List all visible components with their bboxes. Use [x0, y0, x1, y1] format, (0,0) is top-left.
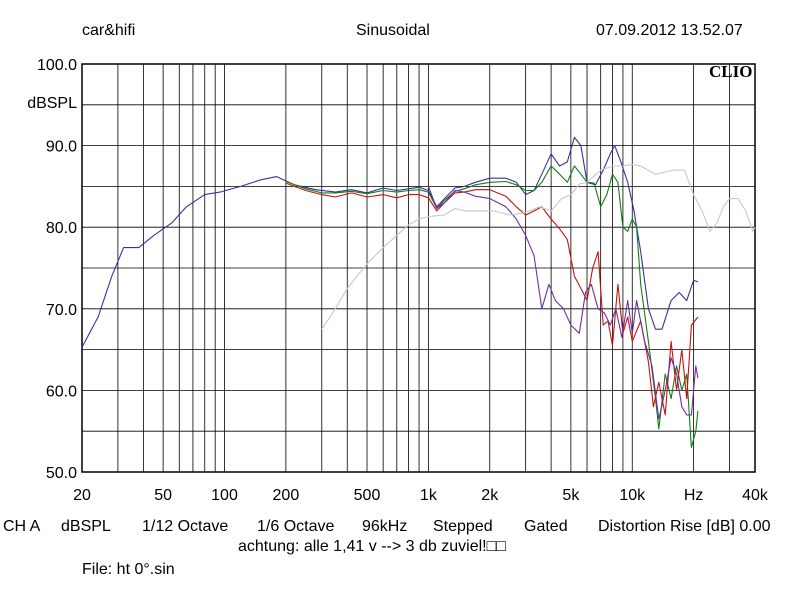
- series-line-3: [285, 182, 699, 416]
- x-tick-label: 1k: [420, 487, 438, 504]
- x-tick-label: 10k: [619, 487, 646, 504]
- x-tick-label: 20: [73, 487, 91, 504]
- y-tick-label: 90.0: [46, 139, 77, 156]
- x-axis-unit: Hz: [684, 487, 704, 504]
- header-left: car&hifi: [82, 22, 136, 39]
- x-tick-label: 40k: [742, 487, 769, 504]
- y-tick-label: 100.0: [37, 57, 77, 74]
- series-line-4: [427, 186, 699, 420]
- y-tick-label: 70.0: [46, 302, 77, 319]
- footer-mode: Stepped: [433, 518, 493, 535]
- x-tick-label: 50: [154, 487, 172, 504]
- series-line-2: [285, 165, 699, 449]
- chart-series: [81, 136, 756, 449]
- x-tick-label: 200: [273, 487, 300, 504]
- x-tick-label: 2k: [481, 487, 499, 504]
- x-tick-label: 100: [211, 487, 238, 504]
- axis-labels: 100.0 90.0 80.0 70.0 60.0 50.0 dBSPL 20 50 100 200…: [27, 57, 769, 504]
- series-line-5: [321, 163, 756, 330]
- footer-file: File: ht 0°.sin: [82, 561, 175, 578]
- footer-note: achtung: alle 1,41 v --> 3 db zuviel!□□: [238, 538, 506, 555]
- y-tick-label: 80.0: [46, 220, 77, 237]
- x-tick-label: 500: [354, 487, 381, 504]
- footer-gating: Gated: [524, 518, 568, 535]
- footer-resolution: 1/6 Octave: [257, 518, 335, 535]
- y-tick-label: 50.0: [46, 465, 77, 482]
- y-axis-label: dBSPL: [27, 95, 77, 112]
- x-tick-label: 5k: [562, 487, 580, 504]
- footer-smoothing: 1/12 Octave: [142, 518, 229, 535]
- y-tick-label: 60.0: [46, 383, 77, 400]
- footer-distortion: Distortion Rise [dB] 0.00: [598, 518, 771, 535]
- header-center: Sinusoidal: [356, 22, 430, 39]
- footer-channel: CH A: [3, 518, 41, 535]
- chart-grid: [82, 64, 755, 472]
- clio-logo: CLIO: [709, 62, 752, 81]
- footer-unit: dBSPL: [61, 518, 111, 535]
- series-line-1: [81, 136, 699, 348]
- footer-sample-rate: 96kHz: [362, 518, 408, 535]
- plot-frame: [81, 63, 756, 473]
- header-timestamp: 07.09.2012 13.52.07: [596, 22, 743, 39]
